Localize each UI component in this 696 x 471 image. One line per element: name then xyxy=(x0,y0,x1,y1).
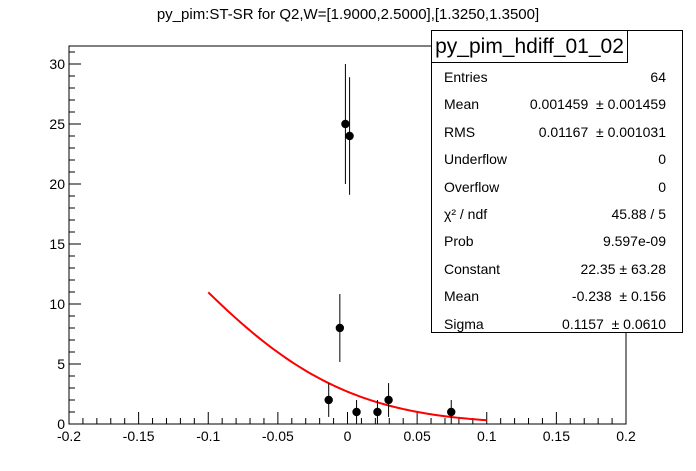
data-point xyxy=(335,323,345,333)
stats-row: Underflow 0 xyxy=(432,146,682,173)
stats-row: Mean 0.001459 ± 0.001459 xyxy=(432,91,682,118)
data-point xyxy=(341,119,350,129)
data-point xyxy=(373,407,382,417)
y-tick-label: 25 xyxy=(49,116,65,132)
stats-value: 0.001459 ± 0.001459 xyxy=(529,96,666,113)
stats-box: py_pim_hdiff_01_02 Entries 64 Mean 0.001459… xyxy=(431,30,683,333)
stats-row: Prob 9.597e-09 xyxy=(432,228,682,255)
x-tick-label: 0.2 xyxy=(616,428,636,444)
x-tick-label: 0.1 xyxy=(477,428,497,444)
stats-value: 22.35 ± 63.28 xyxy=(580,260,666,277)
y-tick-label: 0 xyxy=(57,416,65,432)
data-point xyxy=(447,407,456,417)
x-tick-label: -0.2 xyxy=(57,428,81,444)
stats-row: Entries 64 xyxy=(432,64,682,91)
x-tick-label: -0.15 xyxy=(123,428,155,444)
stats-row: Mean -0.238 ± 0.156 xyxy=(432,283,682,310)
stats-value: 45.88 / 5 xyxy=(611,206,667,222)
stats-row: RMS 0.01167 ± 0.001031 xyxy=(432,119,682,146)
data-point xyxy=(384,395,393,405)
stats-label: RMS xyxy=(444,123,476,140)
x-tick-label: 0.05 xyxy=(404,428,431,444)
stats-label: Overflow xyxy=(444,178,500,195)
stats-value: -0.238 ± 0.156 xyxy=(571,288,666,305)
stats-label: Mean xyxy=(444,288,480,305)
x-tick-label: -0.1 xyxy=(196,428,220,444)
stats-row: Sigma 0.1157 ± 0.0610 xyxy=(432,311,682,338)
stats-label: Mean xyxy=(444,96,480,113)
stats-row: Constant 22.35 ± 63.28 xyxy=(432,256,682,283)
stats-title: py_pim_hdiff_01_02 xyxy=(432,31,628,63)
stats-value: 64 xyxy=(650,69,666,85)
y-tick-label: 5 xyxy=(57,356,65,372)
stats-label: Sigma xyxy=(444,315,484,332)
data-point xyxy=(345,131,354,141)
y-tick-label: 30 xyxy=(49,56,65,72)
stats-row: χ² / ndf 45.88 / 5 xyxy=(432,201,682,228)
stats-row: Overflow 0 xyxy=(432,174,682,201)
stats-label: Underflow xyxy=(444,151,508,168)
data-point xyxy=(352,407,361,417)
y-tick-label: 15 xyxy=(49,236,65,252)
stats-value: 9.597e-09 xyxy=(602,233,666,250)
data-points-layer xyxy=(324,64,456,424)
data-point xyxy=(324,395,333,405)
stats-value: 0 xyxy=(658,178,666,195)
stats-label: Constant xyxy=(444,260,501,277)
stats-label: χ² / ndf xyxy=(444,206,488,222)
y-tick-label: 10 xyxy=(49,296,65,312)
stats-label: Entries xyxy=(444,69,488,85)
x-tick-label: 0 xyxy=(344,428,352,444)
fit-curve-layer xyxy=(207,291,487,422)
y-tick-label: 20 xyxy=(49,176,65,192)
fit-curve xyxy=(207,291,487,422)
stats-label: Prob xyxy=(444,233,474,250)
x-tick-label: 0.15 xyxy=(543,428,570,444)
stats-value: 0.01167 ± 0.001031 xyxy=(538,123,666,140)
x-tick-label: -0.05 xyxy=(262,428,294,444)
stats-value: 0.1157 ± 0.0610 xyxy=(562,315,666,332)
chart-title: py_pim:ST-SR for Q2,W=[1.9000,2.5000],[1… xyxy=(156,6,540,23)
stats-value: 0 xyxy=(658,151,666,168)
